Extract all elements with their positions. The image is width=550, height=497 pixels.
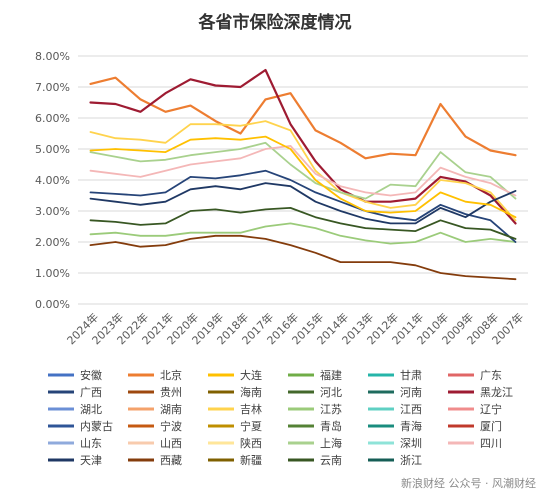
legend-label: 江西 (400, 403, 422, 416)
y-tick-label: 1.00% (35, 267, 70, 280)
y-tick-label: 3.00% (35, 205, 70, 218)
legend-label: 新疆 (240, 453, 262, 467)
legend-label: 宁波 (160, 419, 182, 433)
series-line (89, 76, 517, 160)
legend-label: 浙江 (400, 454, 422, 467)
legend-label: 宁夏 (240, 419, 262, 433)
legend-label: 山东 (80, 437, 102, 450)
y-tick-label: 0.00% (35, 298, 70, 311)
legend-label: 福建 (320, 368, 342, 382)
legend-label: 山西 (160, 437, 182, 450)
legend-label: 大连 (240, 368, 262, 382)
legend-label: 贵州 (160, 386, 182, 399)
x-axis-ticks: 2024年2023年2022年2021年2020年2019年2018年2017年… (64, 310, 526, 347)
legend-label: 内蒙古 (80, 419, 113, 433)
y-tick-label: 4.00% (35, 174, 70, 187)
legend-label: 安徽 (80, 368, 102, 382)
legend-label: 江苏 (320, 403, 342, 416)
legend-label: 北京 (160, 368, 182, 382)
series-line (89, 120, 517, 222)
series-line (89, 135, 517, 219)
series-line (89, 144, 517, 197)
series-line (89, 68, 517, 225)
legend-label: 陕西 (240, 436, 262, 450)
legend-label: 辽宁 (480, 402, 502, 416)
legend-label: 湖北 (80, 403, 102, 416)
legend-label: 黑龙江 (480, 386, 513, 399)
series-line (89, 141, 517, 200)
y-tick-label: 2.00% (35, 236, 70, 249)
y-tick-label: 5.00% (35, 143, 70, 156)
legend-label: 河北 (320, 386, 342, 399)
y-axis-ticks: 0.00% 1.00% 2.00% 3.00% 4.00% 5.00% 6.00% 7.00%… (35, 50, 70, 311)
series-line (89, 234, 517, 281)
legend-label: 广东 (480, 369, 502, 382)
chart-title: 各省市保险深度情况 (198, 13, 352, 33)
legend-label: 吉林 (240, 402, 262, 416)
y-tick-label: 8.00% (35, 50, 70, 63)
legend-label: 四川 (480, 437, 502, 450)
series-line (89, 169, 517, 243)
legend-label: 甘肃 (400, 369, 422, 382)
legend-label: 西藏 (160, 454, 182, 467)
legend-label: 深圳 (400, 437, 422, 450)
legend-label: 青海 (400, 419, 422, 433)
series-lines (89, 68, 517, 281)
legend-label: 海南 (240, 385, 262, 399)
legend-label: 河南 (400, 386, 422, 399)
y-tick-label: 6.00% (35, 112, 70, 125)
y-tick-label: 7.00% (35, 81, 70, 94)
legend-label: 湖南 (160, 403, 182, 416)
legend-label: 上海 (320, 436, 342, 450)
legend-label: 天津 (80, 454, 102, 467)
series-line (89, 182, 517, 225)
watermark-text: 新浪财经 公众号 · 风潮财经 (401, 477, 536, 490)
legend-label: 厦门 (480, 419, 502, 433)
legend-label: 青岛 (320, 419, 342, 433)
series-line (89, 222, 517, 245)
legend-label: 云南 (320, 454, 342, 467)
legend-label: 广西 (80, 386, 102, 399)
gridlines (78, 55, 528, 305)
series-line (89, 206, 517, 240)
